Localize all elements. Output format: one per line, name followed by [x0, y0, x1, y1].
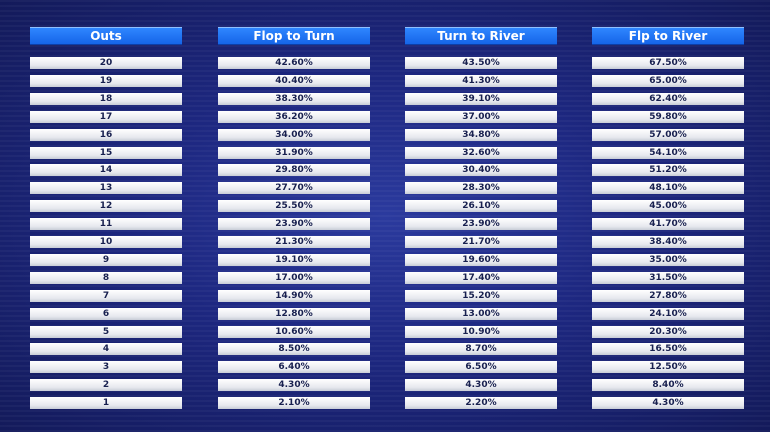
table-cell: 9: [30, 253, 182, 266]
table-cell: 10.90%: [405, 325, 557, 338]
table-cell: 15: [30, 146, 182, 159]
table-cell: 27.80%: [592, 289, 744, 302]
table-cell: 41.30%: [405, 74, 557, 87]
table-cell: 59.80%: [592, 110, 744, 123]
table-cell: 18: [30, 92, 182, 105]
table-cell: 2.10%: [218, 397, 370, 410]
table-cell: 6.40%: [218, 361, 370, 374]
table-cell: 31.90%: [218, 146, 370, 159]
table-cell: 48.10%: [592, 182, 744, 195]
table-cell: 10.60%: [218, 325, 370, 338]
table-cell: 37.00%: [405, 110, 557, 123]
table-cell: 19: [30, 74, 182, 87]
table-cell: 12.80%: [218, 307, 370, 320]
table-cell: 21.70%: [405, 236, 557, 248]
table-cell: 4.30%: [405, 379, 557, 392]
table-cell: 14: [30, 164, 182, 177]
table-cell: 45.00%: [592, 200, 744, 213]
table-cell: 15.20%: [405, 289, 557, 302]
table-cell: 11: [30, 218, 182, 231]
table-cell: 8.40%: [592, 379, 744, 392]
table-cell: 7: [30, 289, 182, 302]
table-cell: 28.30%: [405, 182, 557, 195]
table-cell: 29.80%: [218, 164, 370, 177]
table-cell: 26.10%: [405, 200, 557, 213]
table-cell: 4: [30, 343, 182, 356]
table-cell: 10: [30, 236, 182, 248]
table-cell: 51.20%: [592, 164, 744, 177]
header-cell: Outs: [30, 27, 182, 45]
table-cell: 34.80%: [405, 128, 557, 141]
table-cell: 21.30%: [218, 236, 370, 248]
table-cell: 43.50%: [405, 57, 557, 69]
table-cell: 31.50%: [592, 271, 744, 284]
table-cell: 42.60%: [218, 57, 370, 69]
table-cell: 13.00%: [405, 307, 557, 320]
header-cell: Flp to River: [592, 27, 744, 45]
table-cell: 27.70%: [218, 182, 370, 195]
table-cell: 6: [30, 307, 182, 320]
table-cell: 38.30%: [218, 92, 370, 105]
table-cell: 6.50%: [405, 361, 557, 374]
table-cell: 13: [30, 182, 182, 195]
table-cell: 25.50%: [218, 200, 370, 213]
table-cell: 17: [30, 110, 182, 123]
table-cell: 14.90%: [218, 289, 370, 302]
table-cell: 23.90%: [218, 218, 370, 231]
table-cell: 41.70%: [592, 218, 744, 231]
table-cell: 12: [30, 200, 182, 213]
table-cell: 20: [30, 57, 182, 69]
table-cell: 16: [30, 128, 182, 141]
table-cell: 30.40%: [405, 164, 557, 177]
table-cell: 12.50%: [592, 361, 744, 374]
table-cell: 19.10%: [218, 253, 370, 266]
table-cell: 17.00%: [218, 271, 370, 284]
table-cell: 32.60%: [405, 146, 557, 159]
table-cell: 8.50%: [218, 343, 370, 356]
table-cell: 24.10%: [592, 307, 744, 320]
header-cell: Flop to Turn: [218, 27, 370, 45]
table-cell: 16.50%: [592, 343, 744, 356]
table-cell: 19.60%: [405, 253, 557, 266]
table-cell: 57.00%: [592, 128, 744, 141]
header-cell: Turn to River: [405, 27, 557, 45]
table-cell: 4.30%: [592, 397, 744, 410]
table-cell: 1: [30, 397, 182, 410]
table-cell: 34.00%: [218, 128, 370, 141]
table-cell: 4.30%: [218, 379, 370, 392]
table-cell: 8.70%: [405, 343, 557, 356]
table-cell: 5: [30, 325, 182, 338]
table-cell: 62.40%: [592, 92, 744, 105]
table-cell: 3: [30, 361, 182, 374]
table-cell: 36.20%: [218, 110, 370, 123]
table-cell: 54.10%: [592, 146, 744, 159]
table-cell: 38.40%: [592, 236, 744, 248]
table-cell: 67.50%: [592, 57, 744, 69]
table-cell: 17.40%: [405, 271, 557, 284]
table-cell: 2.20%: [405, 397, 557, 410]
table-cell: 2: [30, 379, 182, 392]
table-cell: 23.90%: [405, 218, 557, 231]
table-cell: 20.30%: [592, 325, 744, 338]
table-cell: 39.10%: [405, 92, 557, 105]
table-cell: 40.40%: [218, 74, 370, 87]
table-cell: 8: [30, 271, 182, 284]
table-cell: 35.00%: [592, 253, 744, 266]
table-cell: 65.00%: [592, 74, 744, 87]
